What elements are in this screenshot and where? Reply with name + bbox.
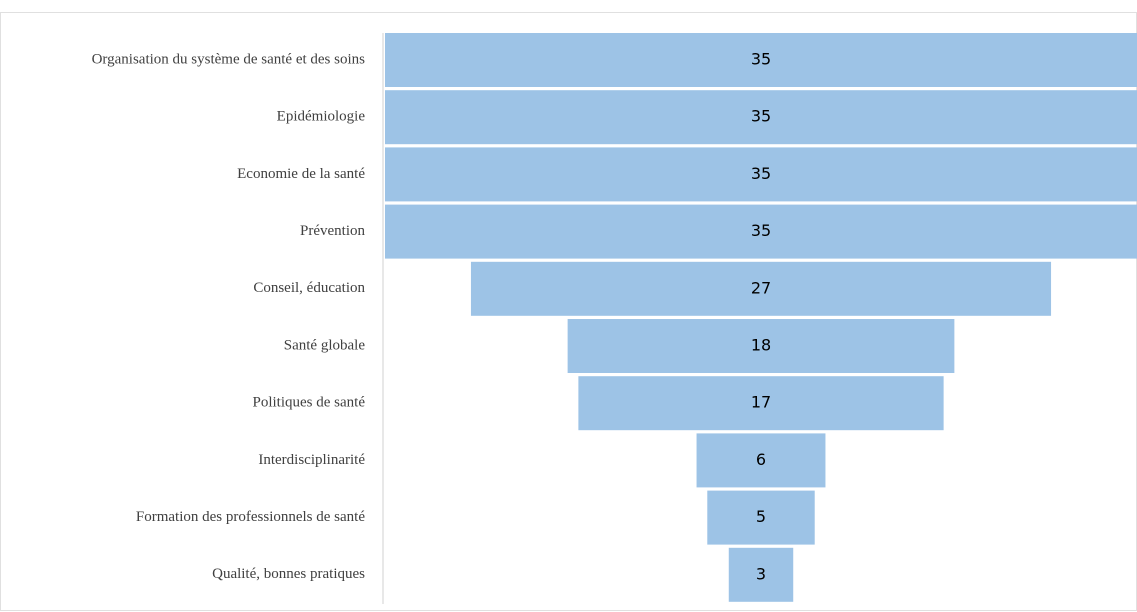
value-label: 35 <box>751 221 771 240</box>
category-label: Formation des professionnels de santé <box>136 509 365 525</box>
value-label: 3 <box>756 564 766 583</box>
funnel-bar <box>470 261 1052 316</box>
value-label: 35 <box>751 107 771 126</box>
category-label: Conseil, éducation <box>253 280 365 296</box>
funnel-bar <box>578 376 944 431</box>
funnel-bar <box>385 147 1137 202</box>
value-label: 5 <box>756 507 766 526</box>
value-label: 35 <box>751 50 771 69</box>
funnel-bar <box>567 319 955 373</box>
funnel-bar <box>707 490 815 545</box>
funnel-bar <box>385 204 1137 259</box>
value-label: 18 <box>751 336 771 355</box>
funnel-bar <box>385 33 1137 87</box>
category-label: Organisation du système de santé et des … <box>92 51 366 67</box>
category-label: Prévention <box>300 223 365 239</box>
funnel-bar <box>728 547 794 602</box>
funnel-bar <box>385 90 1137 145</box>
category-label: Interdisciplinarité <box>258 452 365 468</box>
value-label: 35 <box>751 164 771 183</box>
category-label: Economie de la santé <box>237 166 365 182</box>
category-label: Santé globale <box>284 337 366 353</box>
value-label: 6 <box>756 450 766 469</box>
category-label: Epidémiologie <box>277 109 366 125</box>
value-label: 27 <box>751 278 771 297</box>
category-label: Politiques de santé <box>253 395 366 411</box>
category-label: Qualité, bonnes pratiques <box>212 566 365 582</box>
funnel-bar <box>696 433 826 488</box>
value-label: 17 <box>751 393 771 412</box>
